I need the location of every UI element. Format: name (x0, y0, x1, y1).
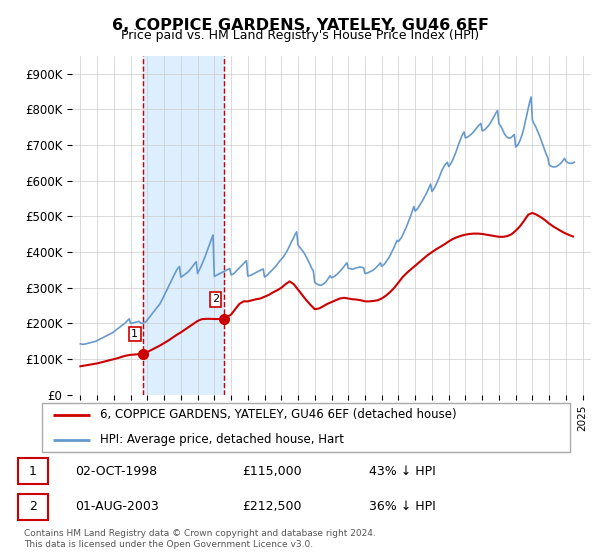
Text: HPI: Average price, detached house, Hart: HPI: Average price, detached house, Hart (100, 433, 344, 446)
Text: 36% ↓ HPI: 36% ↓ HPI (369, 500, 436, 514)
FancyBboxPatch shape (18, 459, 48, 484)
Text: 1: 1 (29, 465, 37, 478)
Text: £212,500: £212,500 (242, 500, 302, 514)
Text: 02-OCT-1998: 02-OCT-1998 (76, 465, 157, 478)
Text: £115,000: £115,000 (242, 465, 302, 478)
Text: 1: 1 (131, 329, 138, 339)
Bar (143, 56, 224, 395)
Text: 6, COPPICE GARDENS, YATELEY, GU46 6EF: 6, COPPICE GARDENS, YATELEY, GU46 6EF (112, 18, 488, 33)
Text: 43% ↓ HPI: 43% ↓ HPI (369, 465, 436, 478)
Text: 6, COPPICE GARDENS, YATELEY, GU46 6EF (detached house): 6, COPPICE GARDENS, YATELEY, GU46 6EF (d… (100, 408, 457, 422)
Text: 2: 2 (29, 500, 37, 514)
Text: Contains HM Land Registry data © Crown copyright and database right 2024.
This d: Contains HM Land Registry data © Crown c… (24, 529, 376, 549)
Text: Price paid vs. HM Land Registry's House Price Index (HPI): Price paid vs. HM Land Registry's House … (121, 29, 479, 42)
Text: 2: 2 (212, 295, 219, 305)
Text: 01-AUG-2003: 01-AUG-2003 (76, 500, 159, 514)
FancyBboxPatch shape (42, 403, 570, 452)
FancyBboxPatch shape (18, 494, 48, 520)
